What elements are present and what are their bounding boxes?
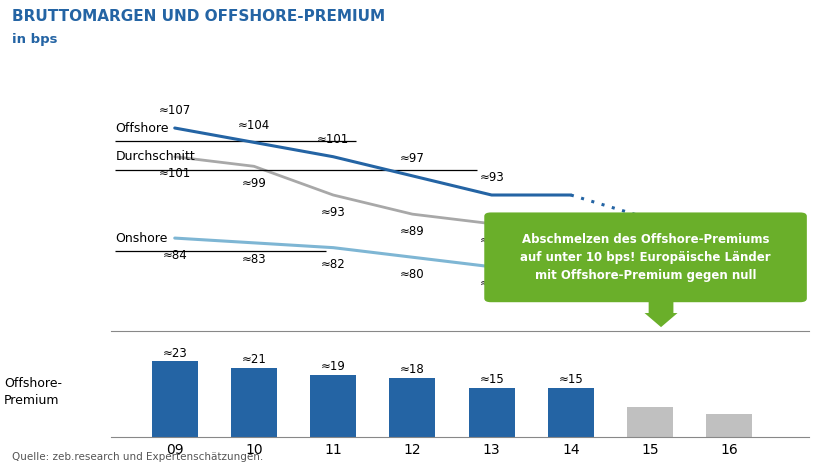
Text: ≈18: ≈18 bbox=[400, 363, 425, 376]
Text: ≈83: ≈83 bbox=[242, 253, 266, 266]
Text: Offshore: Offshore bbox=[116, 122, 169, 134]
Text: ≈101: ≈101 bbox=[317, 133, 349, 146]
Text: BRUTTOMARGEN UND OFFSHORE-PREMIUM: BRUTTOMARGEN UND OFFSHORE-PREMIUM bbox=[12, 9, 385, 24]
Bar bbox=[389, 378, 436, 437]
Text: ≈23: ≈23 bbox=[163, 347, 187, 360]
FancyBboxPatch shape bbox=[484, 212, 807, 302]
Text: ≈97: ≈97 bbox=[400, 152, 425, 165]
Text: Offshore-
Premium: Offshore- Premium bbox=[4, 377, 62, 407]
FancyArrow shape bbox=[644, 299, 677, 327]
Bar bbox=[310, 375, 356, 437]
Bar bbox=[231, 368, 277, 437]
Bar bbox=[627, 407, 673, 437]
Text: ≈15: ≈15 bbox=[479, 373, 504, 386]
Bar bbox=[469, 388, 515, 437]
Text: ≈84: ≈84 bbox=[163, 249, 187, 262]
Bar bbox=[152, 361, 198, 437]
Text: ≈78: ≈78 bbox=[479, 277, 504, 290]
Text: Onshore: Onshore bbox=[116, 232, 167, 244]
Text: ≈93: ≈93 bbox=[321, 205, 346, 219]
Text: ≈19: ≈19 bbox=[321, 360, 346, 373]
Text: Durchschnitt: Durchschnitt bbox=[116, 150, 195, 163]
Text: ≈82: ≈82 bbox=[716, 258, 742, 271]
Text: ≈107: ≈107 bbox=[158, 104, 191, 118]
Text: ≈80: ≈80 bbox=[400, 268, 425, 281]
Text: ≈99: ≈99 bbox=[242, 177, 266, 190]
Text: ≈84: ≈84 bbox=[638, 249, 662, 262]
Text: ≈89: ≈89 bbox=[400, 225, 425, 238]
Text: Abschmelzen des Offshore-Premiums
auf unter 10 bps! Europäische Länder
mit Offsh: Abschmelzen des Offshore-Premiums auf un… bbox=[521, 233, 771, 282]
Text: ≈104: ≈104 bbox=[238, 119, 270, 132]
Text: ≈82: ≈82 bbox=[321, 258, 346, 271]
Bar bbox=[706, 414, 752, 437]
Text: ≈93: ≈93 bbox=[479, 172, 504, 185]
Text: ≈21: ≈21 bbox=[242, 353, 266, 367]
Text: in bps: in bps bbox=[12, 33, 58, 46]
Text: Quelle: zeb.research und Expertenschätzungen.: Quelle: zeb.research und Expertenschätzu… bbox=[12, 452, 264, 462]
Text: ≈101: ≈101 bbox=[158, 167, 191, 180]
Text: ≈87: ≈87 bbox=[479, 234, 504, 247]
Bar bbox=[548, 388, 594, 437]
Text: ≈15: ≈15 bbox=[559, 373, 583, 386]
